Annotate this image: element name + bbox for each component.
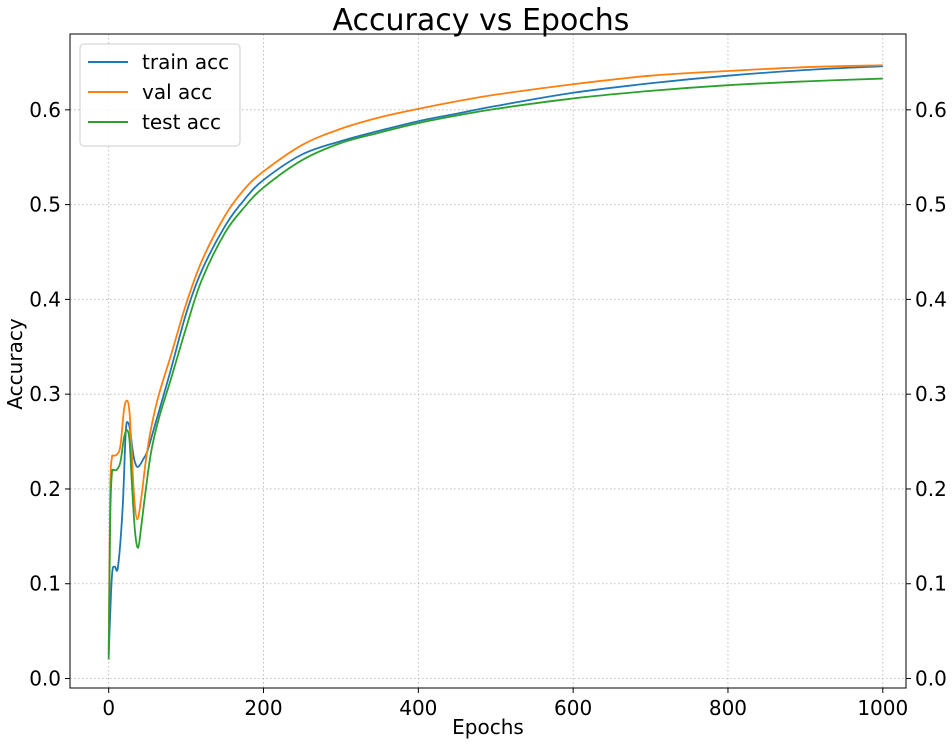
x-tick-label: 600 bbox=[554, 696, 592, 720]
grid bbox=[70, 34, 906, 688]
test-acc-line bbox=[107, 77, 883, 660]
y-axis-label: Accuracy bbox=[3, 318, 27, 409]
x-tick-label: 200 bbox=[244, 696, 282, 720]
y-tick-label: 0.0 bbox=[29, 667, 61, 691]
axis-ticks: 0 200 400 600 800 1000 0.0 0.0 0.1 0.1 0.2 0.2 0.3 0.… bbox=[29, 98, 947, 720]
legend-label-test-acc: test acc bbox=[142, 110, 221, 134]
x-tick-label: 800 bbox=[709, 696, 747, 720]
y-tick-label-right: 0.0 bbox=[915, 667, 947, 691]
train-acc-line bbox=[107, 65, 883, 655]
chart-title: Accuracy vs Epochs bbox=[333, 3, 630, 38]
legend-label-train-acc: train acc bbox=[142, 50, 229, 74]
legend-box bbox=[79, 43, 241, 147]
y-tick-label: 0.6 bbox=[29, 98, 61, 122]
series-lines bbox=[107, 64, 883, 660]
y-tick-label-right: 0.4 bbox=[915, 287, 947, 311]
y-tick-label: 0.1 bbox=[29, 572, 61, 596]
plot-frame bbox=[69, 33, 907, 689]
y-tick-label-right: 0.1 bbox=[915, 572, 947, 596]
legend: train acc val acc test acc bbox=[79, 43, 241, 147]
x-tick-label: 400 bbox=[399, 696, 437, 720]
y-tick-label-right: 0.6 bbox=[915, 98, 947, 122]
y-tick-label-right: 0.3 bbox=[915, 382, 947, 406]
y-tick-label-right: 0.5 bbox=[915, 193, 947, 217]
y-tick-label-right: 0.2 bbox=[915, 477, 947, 501]
y-tick-label: 0.3 bbox=[29, 382, 61, 406]
y-tick-label: 0.5 bbox=[29, 193, 61, 217]
x-tick-label: 0 bbox=[102, 696, 115, 720]
y-tick-label: 0.4 bbox=[29, 287, 61, 311]
val-acc-line bbox=[107, 64, 883, 651]
y-tick-label: 0.2 bbox=[29, 477, 61, 501]
x-tick-label: 1000 bbox=[857, 696, 908, 720]
x-axis-label: Epochs bbox=[452, 715, 524, 739]
legend-label-val-acc: val acc bbox=[142, 80, 212, 104]
